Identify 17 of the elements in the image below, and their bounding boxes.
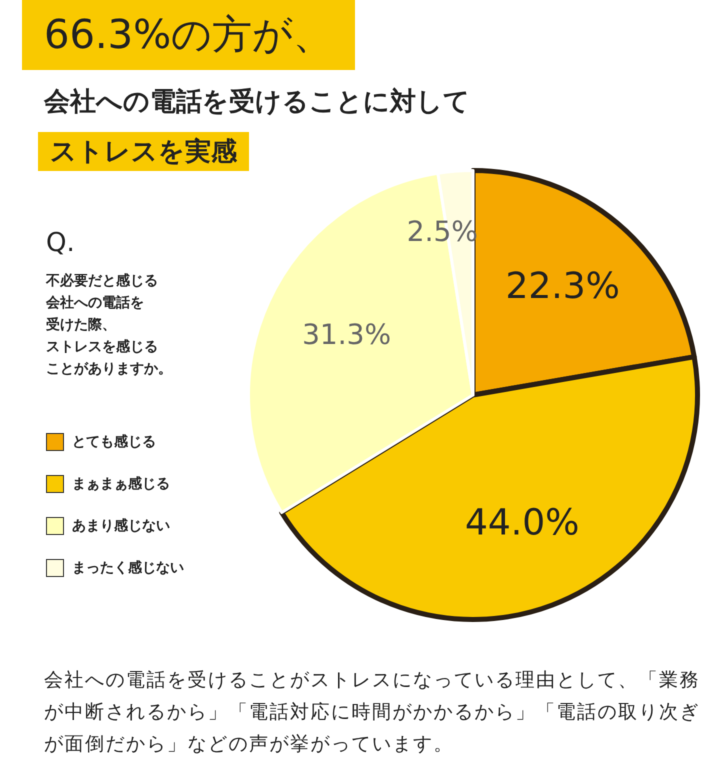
text: 会社への電話を受けることがストレスになっている理由として、「業務が中断されるから」「電話対応に時間がかかるから」「電話の取り次ぎが面倒だから」などの声が挙がっています。 xyxy=(44,668,701,757)
chart-title: 66.3%の方が、 xyxy=(22,0,356,70)
text: ストレスを実感 xyxy=(38,132,249,171)
data-label: 22.3% xyxy=(505,266,620,307)
text: 受けた際、 xyxy=(46,316,117,335)
data-label: 31.3% xyxy=(302,318,392,352)
chart-subtitle: 会社への電話を受けることに対して xyxy=(44,86,470,119)
text: ストレスを感じる xyxy=(46,338,159,357)
text: ことがありますか。 xyxy=(46,360,172,379)
text: Q. xyxy=(46,228,75,258)
data-label: 44.0% xyxy=(464,502,580,544)
legend-label: まったく感じない xyxy=(71,559,184,578)
legend-label: とても感じる xyxy=(71,433,157,452)
text: 会社への電話を xyxy=(46,294,145,313)
text: 不必要だと感じる xyxy=(46,272,159,291)
legend-label: まぁまぁ感じる xyxy=(71,475,171,494)
legend-label: あまり感じない xyxy=(71,517,171,536)
